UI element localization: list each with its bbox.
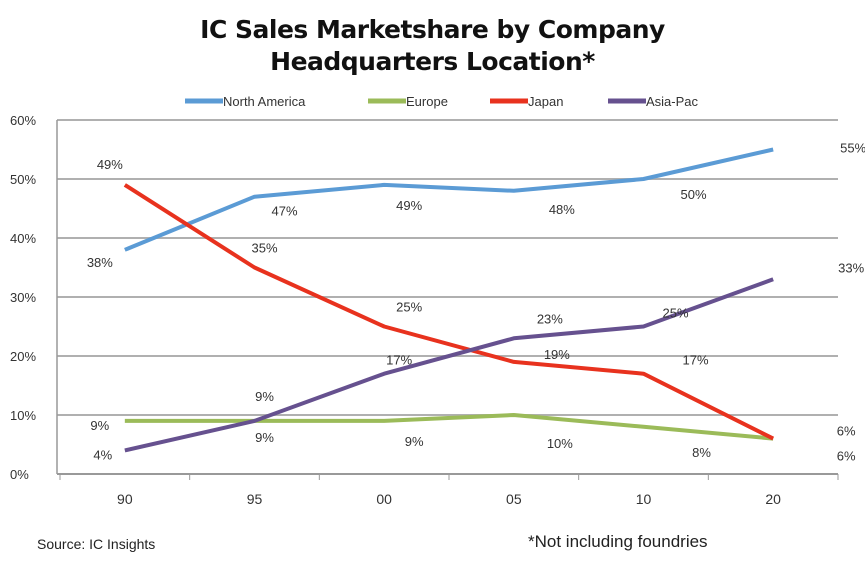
y-tick-label: 50% (10, 172, 36, 187)
x-tick-label: 20 (765, 491, 781, 507)
chart-title: IC Sales Marketshare by Company Headquar… (0, 14, 865, 78)
data-label: 9% (90, 418, 109, 433)
series-line-europe (124, 413, 774, 441)
data-label: 10% (547, 436, 573, 451)
data-label: 25% (396, 300, 422, 315)
x-tick-label: 05 (506, 491, 522, 507)
data-label: 23% (537, 311, 563, 326)
data-label: 47% (271, 204, 297, 219)
data-label: 35% (251, 241, 277, 256)
data-label: 25% (662, 306, 688, 321)
y-tick-label: 40% (10, 231, 36, 246)
series-line-japan (123, 183, 775, 441)
data-label: 49% (97, 157, 123, 172)
series-line-north-america (124, 147, 774, 252)
series-line-asia-pac (124, 277, 774, 453)
source-note: Source: IC Insights (37, 536, 156, 552)
data-label: 55% (840, 141, 865, 156)
legend-label-asia-pac: Asia-Pac (646, 94, 699, 109)
data-label: 6% (837, 424, 856, 439)
data-label: 9% (255, 430, 274, 445)
data-label: 9% (255, 389, 274, 404)
title-line-1: IC Sales Marketshare by Company (200, 15, 665, 44)
legend-label-europe: Europe (406, 94, 448, 109)
y-tick-label: 10% (10, 408, 36, 423)
data-label: 9% (405, 434, 424, 449)
x-tick-label: 10 (636, 491, 652, 507)
x-tick-label: 95 (247, 491, 263, 507)
y-tick-label: 60% (10, 113, 36, 128)
legend-label-north-america: North America (223, 94, 306, 109)
data-label: 6% (837, 449, 856, 464)
data-label: 49% (396, 198, 422, 213)
footnote: *Not including foundries (528, 532, 708, 551)
data-label: 38% (87, 255, 113, 270)
legend-label-japan: Japan (528, 94, 563, 109)
y-tick-label: 30% (10, 290, 36, 305)
data-label: 4% (93, 447, 112, 462)
data-label: 8% (692, 445, 711, 460)
data-label: 17% (386, 353, 412, 368)
x-tick-label: 90 (117, 491, 133, 507)
data-label: 50% (680, 187, 706, 202)
data-label: 17% (682, 353, 708, 368)
data-label: 48% (549, 202, 575, 217)
y-tick-label: 20% (10, 349, 36, 364)
data-label: 33% (838, 260, 864, 275)
x-tick-label: 00 (376, 491, 392, 507)
y-tick-label: 0% (10, 467, 29, 482)
data-label: 19% (544, 347, 570, 362)
title-line-2: Headquarters Location* (270, 47, 595, 76)
